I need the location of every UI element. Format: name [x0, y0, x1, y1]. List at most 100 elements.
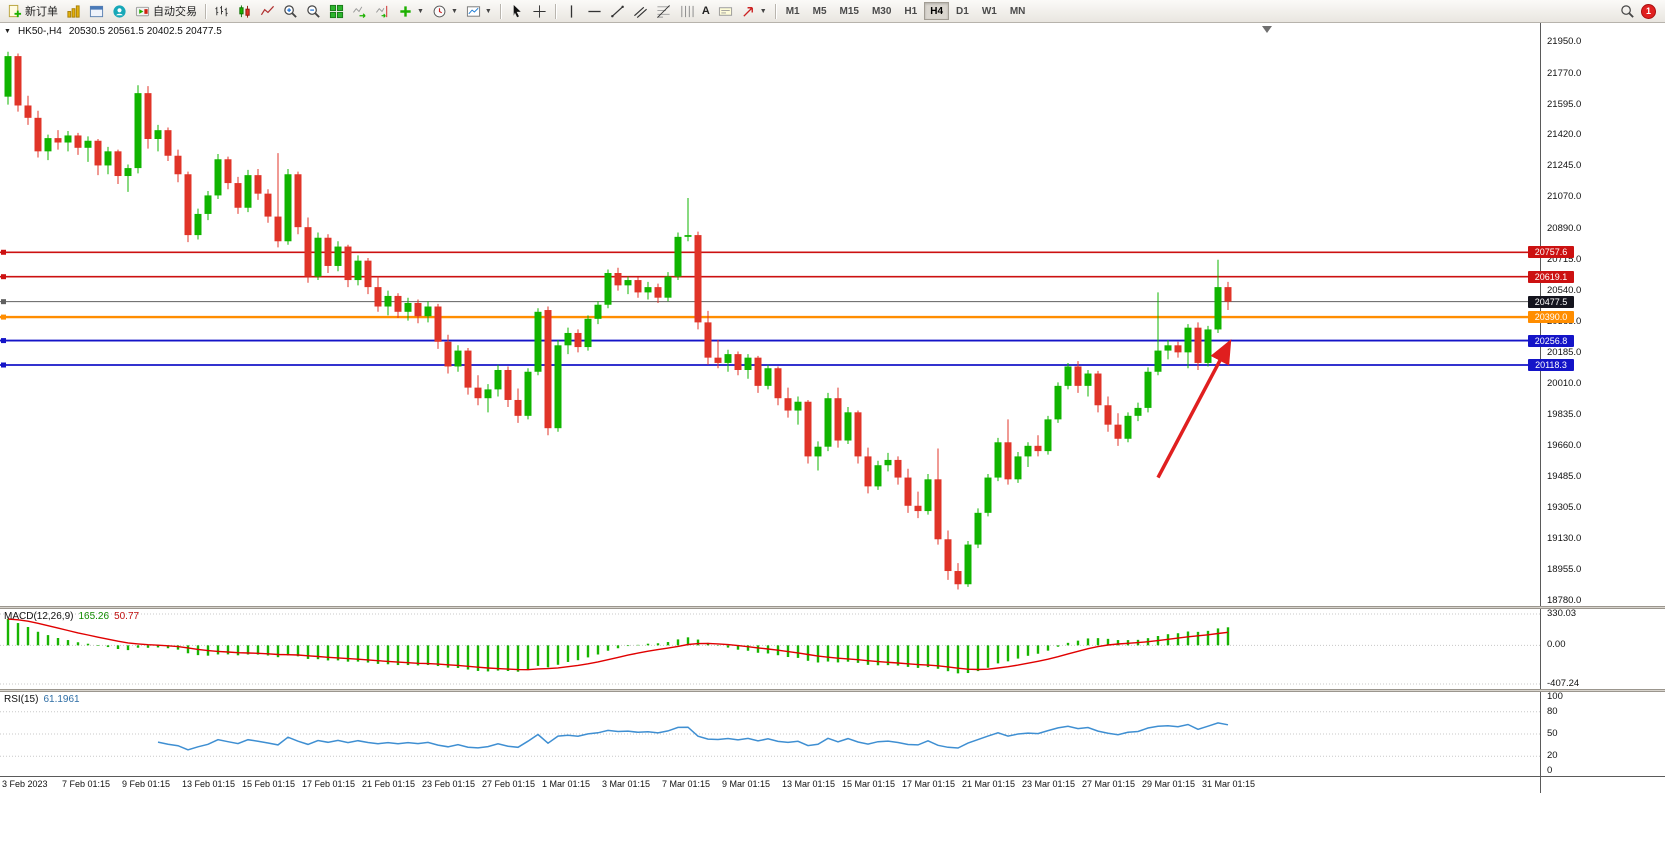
- timeframe-button-m1[interactable]: M1: [780, 2, 806, 20]
- arrow-shape-icon: [743, 6, 753, 17]
- candle-bearish: [1104, 405, 1112, 425]
- candle-bearish: [394, 295, 402, 312]
- rsi-scale-label: 80: [1547, 705, 1558, 717]
- collapse-triangle-icon[interactable]: ▼: [4, 28, 11, 35]
- channel-tool-button[interactable]: [629, 1, 652, 21]
- price-tick-label: 18955.0: [1547, 564, 1582, 576]
- candle-bearish: [324, 237, 332, 266]
- candle-bearish: [654, 287, 662, 298]
- candle-bearish: [1034, 445, 1042, 452]
- candle-bearish: [224, 159, 232, 184]
- timeframe-button-h1[interactable]: H1: [898, 2, 923, 20]
- vertical-line-tool-button[interactable]: [560, 1, 583, 21]
- fibonacci-tool-button[interactable]: [652, 1, 675, 21]
- timeframe-button-m30[interactable]: M30: [866, 2, 897, 20]
- main-chart-plot[interactable]: ▼ HK50-,H4 20530.5 20561.5 20402.5 20477…: [0, 23, 1540, 606]
- candle-bearish: [804, 401, 812, 457]
- chart-ohlc-values: 20530.5 20561.5 20402.5 20477.5: [68, 26, 222, 37]
- periods-button[interactable]: ▼: [428, 1, 462, 21]
- chart-header: ▼ HK50-,H4 20530.5 20561.5 20402.5 20477…: [4, 26, 222, 37]
- rsi-plot[interactable]: RSI(15) 61.1961: [0, 692, 1540, 776]
- candle-bullish: [1124, 415, 1132, 439]
- rsi-panel: RSI(15) 61.1961 100 80 50 20 0: [0, 692, 1665, 776]
- time-axis[interactable]: 3 Feb 2023 7 Feb 01:15 9 Feb 01:15 13 Feb 0…: [0, 777, 1540, 793]
- chevron-down-icon: ▼: [450, 7, 458, 15]
- macd-scale-axis[interactable]: 330.03 0.00 -407.24: [1540, 609, 1665, 689]
- search-button[interactable]: [1616, 1, 1639, 21]
- candle-bearish: [504, 369, 512, 400]
- candle-bearish: [264, 193, 272, 217]
- candle-bearish: [894, 459, 902, 478]
- trend-arrow-annotation[interactable]: [1156, 339, 1232, 479]
- line-chart-button[interactable]: [256, 1, 279, 21]
- add-indicator-icon: [400, 5, 411, 17]
- price-tick-label: 19485.0: [1547, 470, 1582, 482]
- time-axis-label: 1 Mar 01:15: [542, 779, 591, 789]
- candle-bearish: [144, 93, 152, 139]
- zoom-out-button[interactable]: [302, 1, 325, 21]
- crosshair-tool-button[interactable]: [528, 1, 551, 21]
- chart-shift-marker[interactable]: [1262, 26, 1272, 33]
- candle-bullish: [284, 174, 292, 242]
- timeframe-button-d1[interactable]: D1: [950, 2, 975, 20]
- candle-bullish: [764, 368, 772, 386]
- tile-windows-button[interactable]: [325, 1, 348, 21]
- horizontal-line-tool-button[interactable]: [583, 1, 606, 21]
- rsi-scale-axis[interactable]: 100 80 50 20 0: [1540, 692, 1665, 776]
- candle-bullish: [814, 446, 822, 457]
- cycle-lines-tool-button[interactable]: [675, 1, 698, 21]
- time-axis-label: 21 Mar 01:15: [962, 779, 1016, 789]
- auto-trading-button[interactable]: 自动交易: [131, 1, 201, 21]
- timeframe-button-m5[interactable]: M5: [807, 2, 833, 20]
- terminal-button[interactable]: [85, 1, 108, 21]
- price-tick-label: 20890.0: [1547, 222, 1582, 234]
- macd-plot[interactable]: MACD(12,26,9) 165.26 50.77: [0, 609, 1540, 689]
- price-tick-label: 19660.0: [1547, 439, 1582, 451]
- macd-signal-value: 50.77: [114, 611, 140, 622]
- candle-bullish: [334, 246, 342, 266]
- candle-bullish: [644, 287, 652, 293]
- time-axis-label: 17 Mar 01:15: [902, 779, 956, 789]
- new-order-button[interactable]: 新订单: [3, 1, 62, 21]
- price-tick-label: 21595.0: [1547, 98, 1582, 110]
- price-tick-label: 21070.0: [1547, 191, 1582, 203]
- candle-bullish: [64, 135, 72, 143]
- time-axis-label: 31 Mar 01:15: [1202, 779, 1256, 789]
- panel-splitter[interactable]: [0, 606, 1665, 609]
- candle-bearish: [714, 357, 722, 363]
- candle-bearish: [544, 310, 552, 429]
- time-axis-label: 13 Feb 01:15: [182, 779, 236, 789]
- timeframe-button-h4[interactable]: H4: [924, 2, 950, 20]
- text-tool-button[interactable]: A: [698, 1, 714, 21]
- community-button[interactable]: [108, 1, 131, 21]
- auto-scroll-button[interactable]: [348, 1, 371, 21]
- trendline-tool-button[interactable]: [606, 1, 629, 21]
- price-line-marker: [1, 362, 6, 368]
- chevron-down-icon: ▼: [417, 7, 424, 15]
- candle-bullish: [994, 442, 1002, 478]
- timeframe-button-w1[interactable]: W1: [976, 2, 1003, 20]
- macd-scale-label: 330.03: [1547, 608, 1577, 619]
- label-tool-button[interactable]: [714, 1, 737, 21]
- timeframe-button-m15[interactable]: M15: [834, 2, 865, 20]
- arrows-tool-button[interactable]: ▼: [737, 1, 771, 21]
- timeframe-button-mn[interactable]: MN: [1004, 2, 1032, 20]
- indicators-button[interactable]: ▼: [394, 1, 428, 21]
- candle-bearish: [234, 183, 242, 208]
- chart-shift-button[interactable]: [371, 1, 394, 21]
- candlestick-chart-button[interactable]: [233, 1, 256, 21]
- templates-button[interactable]: ▼: [462, 1, 496, 21]
- time-axis-label: 3 Feb 2023: [2, 779, 48, 789]
- ohlc-bars-chart-button[interactable]: [210, 1, 233, 21]
- candle-bullish: [964, 544, 972, 585]
- auto-scroll-icon: [353, 6, 366, 18]
- cursor-tool-button[interactable]: [505, 1, 528, 21]
- notification-badge[interactable]: 1: [1641, 3, 1656, 19]
- candle-bullish: [494, 369, 502, 390]
- panel-splitter[interactable]: [0, 689, 1665, 692]
- candle-bearish: [254, 175, 262, 194]
- price-axis[interactable]: 21950.0 21770.0 21595.0 21420.0 21245.0 21070…: [1528, 23, 1665, 606]
- market-watch-button[interactable]: [62, 1, 85, 21]
- price-tick-label: 20540.0: [1547, 284, 1582, 296]
- zoom-in-button[interactable]: [279, 1, 302, 21]
